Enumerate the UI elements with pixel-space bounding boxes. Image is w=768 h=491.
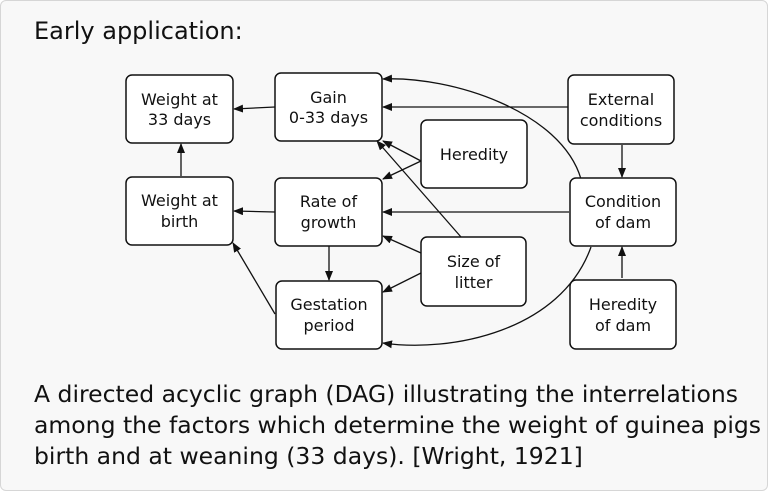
node-label-line: 0-33 days [289,108,368,127]
node-gain-0-33-days: Gain 0-33 days [274,72,383,142]
node-label-line: of dam [595,213,651,232]
node-size-of-litter: Size of litter [420,236,527,307]
node-label-line: Size of [447,252,501,271]
slide-heading: Early application: [34,17,243,45]
node-heredity: Heredity [420,119,528,189]
node-label-line: 33 days [148,110,211,129]
node-label-line: litter [455,273,493,292]
caption-line: among the factors which determine the we… [34,411,768,439]
node-label-line: growth [301,213,357,232]
edge-gain-to-weight33 [233,104,276,113]
node-label-line: Rate of [300,192,358,211]
caption-line: birth and at weaning (33 days). [Wright,… [34,442,583,470]
edge-heredity-to-gain [382,140,422,162]
edges [177,74,626,349]
edge-gestation-to-weightbirth [232,242,276,315]
node-label-line: Gestation [290,295,367,314]
node-label-line: Weight at [141,191,218,210]
edge-litter-to-gain [376,140,462,238]
node-heredity-of-dam: Heredity of dam [569,279,677,350]
figure-caption: A directed acyclic graph (DAG) illustrat… [34,379,768,472]
node-label-line: period [304,316,355,335]
node-label-line: External [588,90,654,109]
node-external-conditions: External conditions [567,74,675,145]
node-label-line: of dam [595,316,651,335]
node-label-line: Condition [585,192,661,211]
node-weight-at-birth: Weight at birth [125,176,234,246]
node-weight-at-33-days: Weight at 33 days [125,74,234,144]
node-gestation-period: Gestation period [275,280,383,350]
caption-line: A directed acyclic graph (DAG) illustrat… [34,380,738,408]
node-label-line: birth [161,212,199,231]
node-label-line: Heredity [440,145,508,164]
edge-litter-to-gestation [382,272,422,293]
node-label-line: Heredity [589,295,657,314]
node-condition-of-dam: Condition of dam [569,177,677,247]
dag-diagram: Weight at 33 days Gain 0-33 days Externa… [125,72,677,350]
edge-condition-to-gain [382,74,582,180]
node-label-line: Weight at [141,90,218,109]
edge-litter-to-rate [382,235,422,254]
edge-condition-to-gestation [382,246,592,349]
node-label-line: conditions [580,111,662,130]
node-label-line: Gain [310,88,347,107]
edge-rate-to-weightbirth [233,207,276,216]
node-rate-of-growth: Rate of growth [274,177,383,247]
